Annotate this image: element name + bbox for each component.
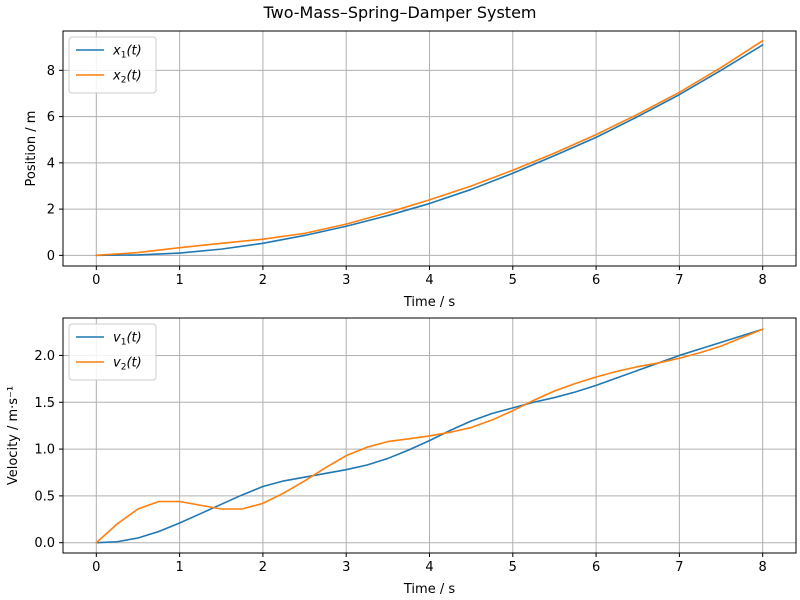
velocity-y-tick-label: 1.5 [34,396,55,411]
position-y-tick-label: 6 [47,110,55,125]
figure-title: Two-Mass–Spring–Damper System [262,3,536,22]
position-x-tick-label: 4 [425,273,433,288]
velocity-x-tick-label: 3 [342,560,350,575]
position-x-tick-label: 8 [759,273,767,288]
velocity-legend-label-2: v2(t) [113,356,142,373]
position-legend-label-2: x2(t) [112,69,142,86]
position-y-tick-label: 4 [47,156,55,171]
velocity-series-line-1 [95,328,764,544]
velocity-subplot: 0 1 2 3 4 5 6 7 8 0.0 0.5 1.0 1.5 2.0 Time / s Velocity… [6,317,797,597]
velocity-y-tick-label: 0.0 [34,536,55,551]
position-y-tick-label: 0 [47,249,55,264]
velocity-x-tick-label: 1 [175,560,183,575]
velocity-x-tick-label: 2 [259,560,267,575]
position-x-axis-label: Time / s [403,295,455,310]
velocity-legend-box [68,323,157,381]
position-x-tick-label: 6 [592,273,600,288]
velocity-x-tick-label: 8 [759,560,767,575]
velocity-x-tick-label: 6 [592,560,600,575]
position-series-line-1 [95,44,764,257]
position-x-tick-label: 3 [342,273,350,288]
velocity-y-axis-label: Velocity / m·s⁻¹ [6,386,21,485]
velocity-y-tick-label: 1.0 [34,443,55,458]
velocity-legend: v1(t) v2(t) [68,323,157,381]
velocity-x-tick-label: 5 [509,560,517,575]
position-legend: x1(t) x2(t) [68,36,157,94]
velocity-legend-label-1: v1(t) [113,331,142,348]
position-legend-box [68,36,157,94]
velocity-y-tick-label: 0.5 [34,489,55,504]
position-x-tick-label: 0 [92,273,100,288]
velocity-series-line-2 [95,328,764,544]
position-x-tick-label: 2 [259,273,267,288]
velocity-x-tick-label: 0 [92,560,100,575]
position-x-tick-label: 5 [509,273,517,288]
velocity-x-tick-label: 4 [425,560,433,575]
position-legend-label-1: x1(t) [112,44,142,61]
position-x-tick-label: 1 [175,273,183,288]
position-x-tick-label: 7 [675,273,683,288]
position-y-tick-label: 8 [47,64,55,79]
velocity-x-tick-label: 7 [675,560,683,575]
position-y-tick-label: 2 [47,203,55,218]
position-series-line-2 [95,39,764,257]
velocity-x-axis-label: Time / s [403,582,455,597]
position-y-axis-label: Position / m [24,111,39,187]
velocity-y-tick-label: 2.0 [34,349,55,364]
